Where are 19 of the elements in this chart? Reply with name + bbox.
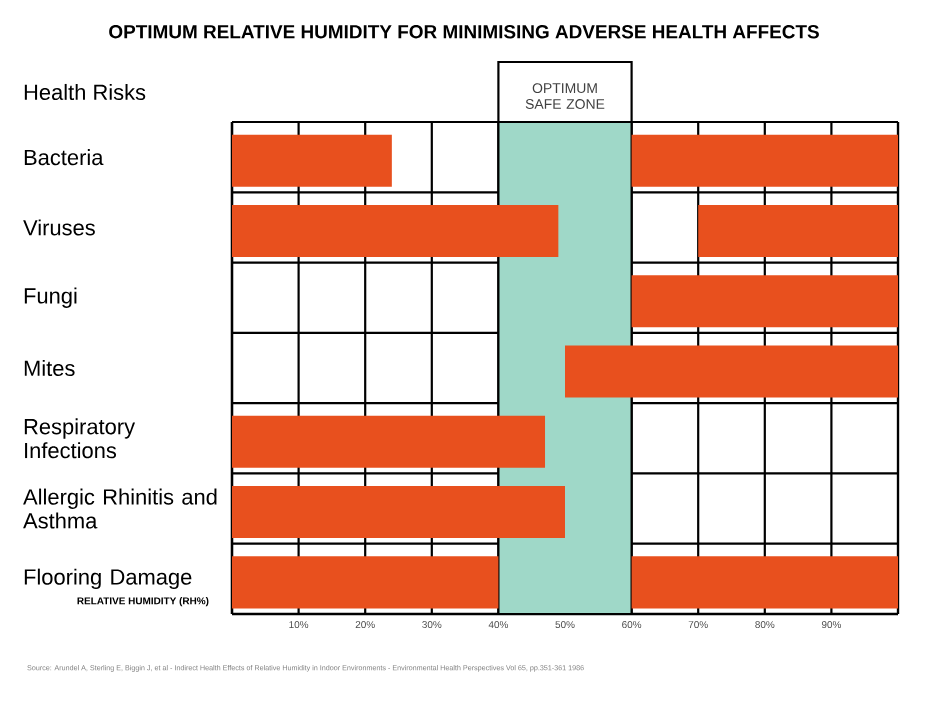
y-tick-label: Mites [24, 359, 75, 377]
bar [631, 556, 899, 609]
bar [232, 486, 565, 539]
y-tick-label: Bacteria [24, 149, 104, 166]
y-tick-label: Fungi [24, 287, 77, 308]
bar [698, 204, 899, 257]
y-tick-label: Allergic Rhinitis and Asthma [23, 488, 217, 529]
y-tick-label: Viruses [23, 219, 95, 236]
bar [631, 134, 899, 187]
y-tick-label: Respiratory Infections [24, 418, 136, 459]
bar [232, 415, 546, 468]
chart-title: OPTIMUM RELATIVE HUMIDITY FOR MINIMISING ADVERSE HEALTH AFFECTS [109, 25, 819, 39]
bar [232, 556, 499, 609]
bar [232, 204, 559, 257]
y-axis-title: Health Risks [24, 83, 146, 101]
bar [631, 275, 899, 328]
y-tick-label: Flooring Damage [24, 568, 192, 590]
bar [232, 134, 392, 187]
bar [565, 345, 899, 398]
